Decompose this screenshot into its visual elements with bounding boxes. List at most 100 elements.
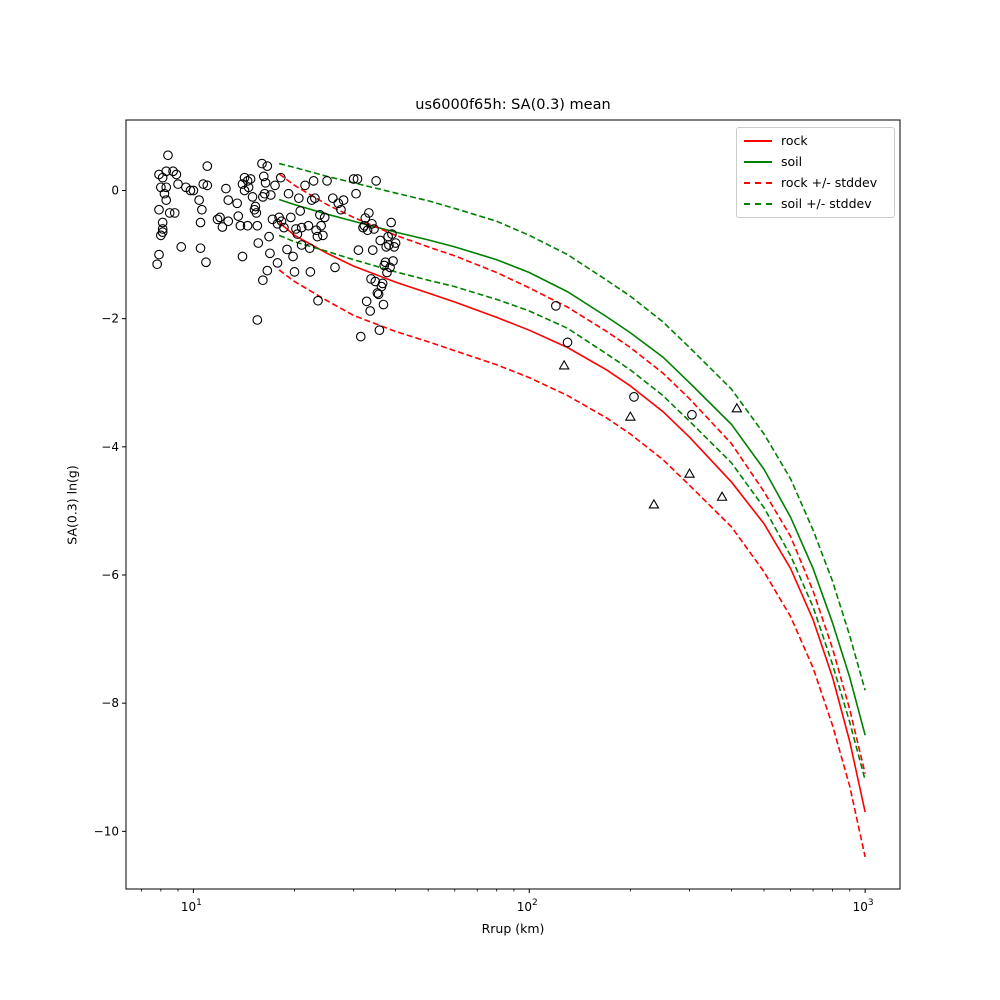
observation-circle-marker <box>242 220 253 231</box>
observation-circle-marker <box>367 218 377 229</box>
observation-circle-marker <box>336 204 346 215</box>
observation-circle-marker <box>351 188 361 199</box>
observation-circle-marker <box>198 179 209 189</box>
observation-circle-marker <box>313 295 323 306</box>
observation-circle-marker <box>197 204 207 215</box>
observation-circle-marker <box>188 185 199 196</box>
observation-triangle-marker <box>731 402 743 413</box>
observation-circle-marker <box>370 276 381 287</box>
observation-circle-marker <box>272 258 283 268</box>
x-tick-label: 102 <box>517 898 538 914</box>
observation-circle-marker <box>300 180 310 191</box>
observation-circle-marker <box>327 193 338 204</box>
observation-circle-marker <box>283 188 294 199</box>
observation-circle-marker <box>364 208 374 218</box>
observation-circle-marker <box>161 195 172 205</box>
y-tick-label: −4 <box>101 440 119 454</box>
observation-circle-marker <box>353 245 364 255</box>
observation-circle-marker <box>293 193 304 204</box>
observation-circle-marker <box>318 230 328 241</box>
observation-circle-marker <box>388 256 398 266</box>
observation-circle-marker <box>258 275 268 286</box>
observation-circle-marker <box>259 188 270 199</box>
observation-circle-marker <box>333 198 344 209</box>
observation-triangle-marker <box>624 411 636 421</box>
observation-circle-marker <box>264 231 274 242</box>
y-tick-label: −8 <box>101 696 119 710</box>
observation-circle-marker <box>375 235 386 246</box>
observation-circle-marker <box>185 185 196 196</box>
observation-circle-marker <box>237 179 248 189</box>
observation-circle-marker <box>154 249 164 260</box>
observation-circle-marker <box>157 217 168 228</box>
legend-label-soil-stddev: soil +/- stddev <box>781 196 872 211</box>
observation-circle-marker <box>169 208 180 218</box>
observation-circle-marker <box>276 216 287 227</box>
observation-circle-marker <box>221 183 231 194</box>
observation-circle-marker <box>239 172 250 183</box>
observation-circle-marker <box>252 315 263 325</box>
observation-circle-marker <box>275 172 286 183</box>
observation-circle-marker <box>374 325 385 336</box>
observation-circle-marker <box>285 212 296 223</box>
observation-circle-marker <box>289 267 300 277</box>
y-tick-label: −6 <box>101 568 119 582</box>
legend-item-soil: soil <box>737 151 894 172</box>
chart-title: us6000f65h: SA(0.3) mean <box>415 97 611 113</box>
observation-circle-marker <box>378 299 389 310</box>
observation-circle-marker <box>215 212 225 223</box>
observation-circle-marker <box>171 169 182 180</box>
observation-circle-marker <box>176 242 187 252</box>
observation-circle-marker <box>360 213 371 223</box>
legend-item-rock-stddev: rock +/- stddev <box>737 172 894 193</box>
observation-circle-marker <box>551 300 561 311</box>
observation-circle-marker <box>253 238 264 248</box>
observation-circle-marker <box>251 208 262 218</box>
observation-circle-marker <box>201 257 211 268</box>
observation-circle-marker <box>338 195 349 205</box>
observation-circle-marker <box>382 267 392 278</box>
observation-circle-marker <box>377 278 388 289</box>
series-line-0 <box>278 221 866 813</box>
legend: rock soil rock +/- stddev soil +/- stdde… <box>736 127 895 218</box>
observation-circle-marker <box>194 195 204 205</box>
observation-triangle-marker <box>716 491 728 501</box>
observation-circle-marker <box>291 224 301 234</box>
y-axis-label: SA(0.3) ln(g) <box>64 465 80 545</box>
observation-circle-marker <box>312 231 323 242</box>
observation-circle-marker <box>247 192 258 202</box>
observation-circle-marker <box>202 161 213 171</box>
legend-label-rock-stddev: rock +/- stddev <box>781 175 878 190</box>
observation-circle-marker <box>629 391 639 402</box>
observation-circle-marker <box>265 248 275 259</box>
y-tick-label: −10 <box>94 824 119 838</box>
series-line-4 <box>278 162 866 691</box>
observation-circle-marker <box>245 174 256 184</box>
legend-swatch-soil <box>744 160 772 163</box>
observation-circle-marker <box>371 176 381 186</box>
observation-circle-marker <box>223 216 234 227</box>
legend-item-rock: rock <box>737 130 894 151</box>
observation-circle-marker <box>386 217 397 228</box>
observation-circle-marker <box>355 331 366 342</box>
observation-circle-marker <box>295 206 306 216</box>
observation-circle-marker <box>159 188 170 199</box>
observation-circle-marker <box>258 171 269 182</box>
legend-label-soil: soil <box>781 154 803 169</box>
observation-circle-marker <box>154 204 164 215</box>
series-line-3 <box>278 269 866 858</box>
legend-label-rock: rock <box>781 133 808 148</box>
observation-triangle-marker <box>648 498 660 509</box>
observation-circle-marker <box>235 220 246 231</box>
observation-circle-marker <box>152 259 162 270</box>
y-tick-label: 0 <box>111 183 119 197</box>
observation-circle-marker <box>352 174 363 184</box>
observation-circle-marker <box>322 176 332 186</box>
observation-circle-marker <box>157 224 168 234</box>
observation-circle-marker <box>163 150 173 161</box>
observation-circle-marker <box>262 161 273 171</box>
observation-circle-marker <box>212 214 223 225</box>
observation-circle-marker <box>381 242 392 252</box>
